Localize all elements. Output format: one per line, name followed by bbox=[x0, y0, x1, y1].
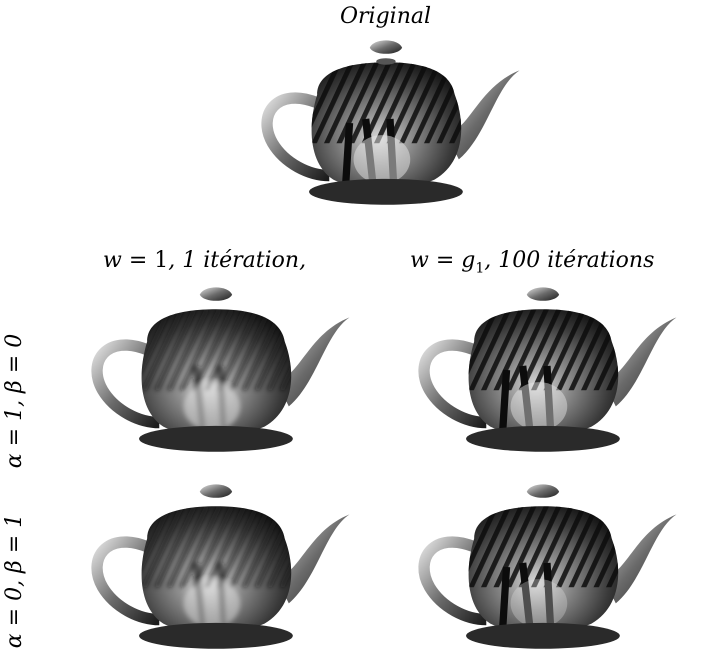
teapot-image-row1-col2 bbox=[418, 287, 677, 452]
figure-title: Original bbox=[340, 4, 432, 29]
column-header-2: w = g1, 100 itérations bbox=[410, 248, 655, 277]
teapot-image-original bbox=[261, 40, 520, 205]
teapot-image-row2-col1 bbox=[91, 484, 350, 649]
row-label-2: α = 0, β = 1 bbox=[2, 513, 27, 649]
column-header-1: w = 1, 1 itération, bbox=[103, 248, 307, 273]
teapot-image-row1-col1 bbox=[91, 287, 350, 452]
teapot-image-row2-col2 bbox=[418, 484, 677, 649]
row-label-1: α = 1, β = 0 bbox=[2, 333, 27, 469]
